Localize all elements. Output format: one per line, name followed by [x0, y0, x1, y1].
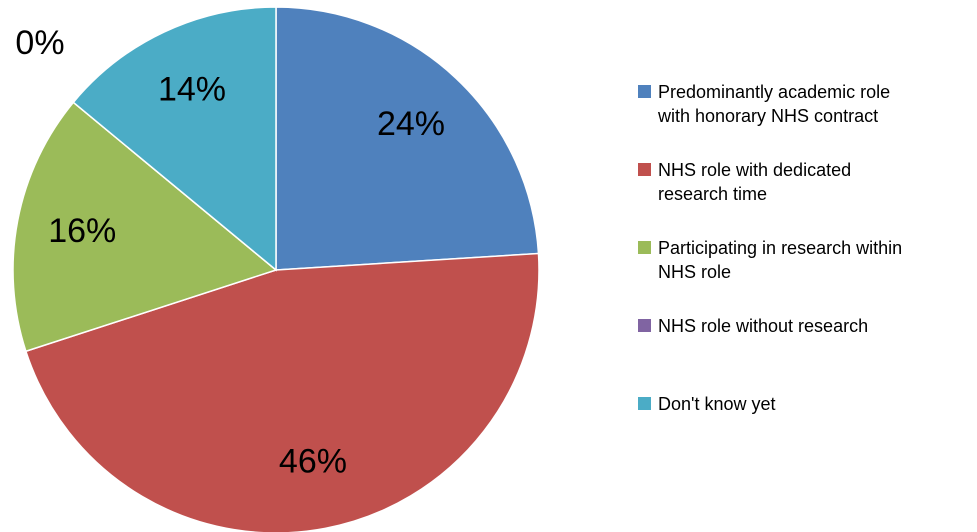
data-label: 16%: [48, 212, 116, 250]
legend-item: Participating in research within NHS rol…: [638, 236, 920, 284]
legend-swatch: [638, 397, 651, 410]
legend-item: Don't know yet: [638, 392, 920, 416]
pie-slice: [275, 6, 540, 271]
legend-label: NHS role with dedicated research time: [658, 160, 852, 204]
legend-item: Predominantly academic role with honorar…: [638, 80, 920, 128]
legend-item: NHS role with dedicated research time: [638, 158, 920, 206]
legend-label: Predominantly academic role with honorar…: [658, 82, 891, 126]
legend-item: NHS role without research: [638, 314, 920, 338]
data-label: 0%: [15, 24, 64, 62]
pie-slice: [24, 252, 540, 532]
data-label: 14%: [158, 71, 226, 109]
data-label: 24%: [377, 105, 445, 143]
legend-swatch: [638, 241, 651, 254]
pie-slice: [12, 101, 278, 353]
legend-label: Participating in research within NHS rol…: [658, 238, 903, 282]
legend-swatch: [638, 163, 651, 176]
legend-label: NHS role without research: [658, 316, 869, 336]
chart: 24% 46% 16% 0% 14%: [12, 6, 540, 532]
legend-swatch: [638, 85, 651, 98]
legend-swatch: [638, 319, 651, 332]
pie-slice: [72, 6, 277, 272]
data-label: 46%: [279, 443, 347, 481]
legend-label: Don't know yet: [658, 394, 776, 414]
